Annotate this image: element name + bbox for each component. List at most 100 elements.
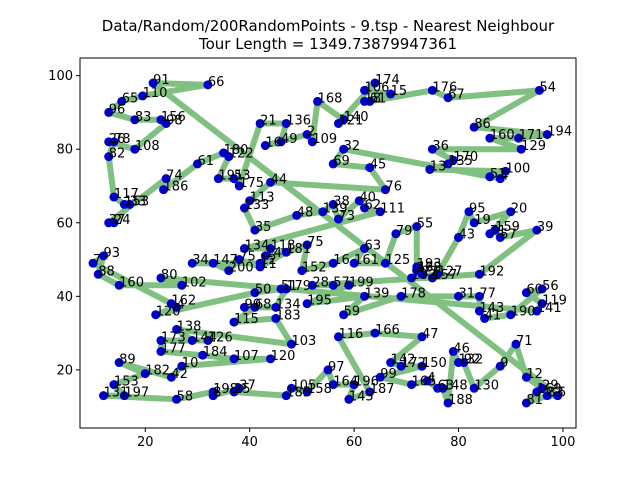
city-label: 176 [432, 80, 457, 95]
city-label: 102 [412, 268, 437, 283]
city-label: 11 [260, 257, 277, 272]
city-point [281, 284, 291, 294]
city-label: 103 [291, 334, 316, 349]
city-label: 186 [164, 180, 189, 195]
city-label: 139 [323, 202, 348, 217]
city-label: 4 [427, 371, 435, 386]
city-point [104, 107, 114, 117]
city-label: 190 [511, 305, 536, 320]
city-label: 198 [213, 382, 238, 397]
tour-segment [178, 355, 274, 370]
city-label: 169 [537, 382, 562, 397]
tour-segment [471, 208, 514, 226]
city-label: 38 [333, 194, 350, 209]
tour-segment [105, 153, 117, 201]
tour-segment [105, 175, 170, 226]
city-point [454, 291, 464, 301]
city-label: 182 [145, 364, 170, 379]
city-point [407, 380, 417, 390]
tour-segment [304, 366, 331, 395]
city-point [433, 269, 443, 279]
city-point [213, 174, 223, 184]
city-label: 134 [244, 239, 269, 254]
city-point [114, 280, 124, 290]
tour-segment [231, 315, 279, 326]
city-label: 102 [182, 275, 207, 290]
city-label: 76 [385, 180, 402, 195]
city-label: 119 [542, 294, 567, 309]
city-point [380, 258, 390, 268]
city-point [286, 383, 296, 393]
city-point [192, 159, 202, 169]
city-point [187, 258, 197, 268]
city-point [119, 391, 129, 401]
city-label: 63 [365, 239, 382, 254]
city-point [302, 387, 312, 397]
city-point [360, 203, 370, 213]
city-label: 51 [281, 279, 298, 294]
city-label: 178 [401, 286, 426, 301]
city-label: 59 [344, 305, 361, 320]
city-label: 61 [370, 91, 387, 106]
tour-segment [298, 260, 337, 274]
city-label: 132 [459, 353, 484, 368]
city-point [140, 369, 150, 379]
city-point [474, 306, 484, 316]
city-label: 73 [338, 209, 355, 224]
city-point [417, 269, 427, 279]
city-point [266, 354, 276, 364]
city-point [370, 328, 380, 338]
city-label: 199 [349, 275, 374, 290]
tour-segment [100, 392, 180, 403]
tour-segment [445, 348, 457, 406]
city-label: 47 [422, 327, 439, 342]
city-label: 12 [526, 367, 543, 382]
city-label: 117 [114, 187, 139, 202]
city-label: 141 [537, 301, 562, 316]
city-point [328, 380, 338, 390]
city-point [360, 291, 370, 301]
tour-segment [246, 179, 274, 204]
city-point [161, 118, 171, 128]
city-label: 36 [432, 139, 449, 154]
city-point [360, 85, 370, 95]
city-label: 120 [156, 305, 181, 320]
city-label: 37 [239, 378, 256, 393]
city-point [344, 280, 354, 290]
city-label: 179 [286, 279, 311, 294]
tour-segment [139, 81, 211, 99]
city-point [266, 244, 276, 254]
city-label: 168 [318, 91, 343, 106]
city-label: 16 [333, 253, 350, 268]
city-label: 89 [119, 353, 136, 368]
city-label: 188 [448, 393, 473, 408]
city-point [349, 258, 359, 268]
city-label: 48 [297, 205, 314, 220]
city-label: 139 [365, 286, 390, 301]
city-label: 158 [307, 382, 332, 397]
city-point [454, 232, 464, 242]
city-point [537, 284, 547, 294]
city-label: 177 [161, 341, 186, 356]
city-point [469, 122, 479, 132]
city-label: 57 [500, 227, 517, 242]
city-point [239, 302, 249, 312]
city-point [542, 391, 552, 401]
city-point [495, 361, 505, 371]
city-point [328, 159, 338, 169]
city-point [474, 269, 484, 279]
tour-segment [377, 374, 415, 388]
city-point [427, 144, 437, 154]
city-label: 131 [103, 386, 128, 401]
city-point [464, 207, 474, 217]
city-point [386, 89, 396, 99]
city-point [396, 291, 406, 301]
y-tick-label: 80 [56, 143, 73, 158]
tour-segment [515, 131, 551, 142]
city-point [391, 229, 401, 239]
city-label: 99 [380, 367, 397, 382]
city-point [203, 80, 213, 90]
tour-segment [330, 160, 373, 171]
city-point [443, 159, 453, 169]
tour-segment [434, 234, 462, 278]
